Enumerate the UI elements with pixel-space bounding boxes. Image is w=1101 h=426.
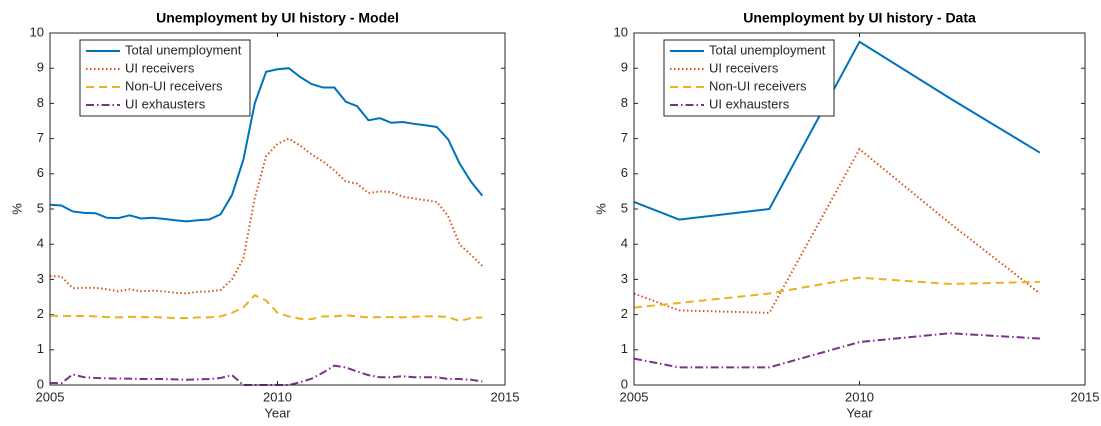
y-tick-label: 9	[621, 60, 628, 75]
legend-label: Total unemployment	[709, 42, 826, 57]
y-tick-label: 10	[614, 24, 628, 39]
legend-box	[79, 39, 251, 117]
y-tick-label: 1	[621, 341, 628, 356]
y-axis-label: %	[593, 203, 608, 215]
data-line	[633, 40, 1041, 221]
chart-title: Unemployment by UI history - Data	[743, 10, 976, 26]
y-tick-label: 2	[621, 306, 628, 321]
y-tick-label: 0	[37, 376, 44, 391]
x-tick-label: 2010	[263, 389, 292, 404]
y-tick-label: 1	[37, 341, 44, 356]
legend-label: UI exhausters	[709, 96, 790, 111]
y-tick-label: 4	[621, 236, 628, 251]
legend-box	[663, 39, 835, 117]
y-axis-label: %	[9, 203, 24, 215]
legend: Total unemployment UI receivers Non-UI rec…	[663, 39, 835, 117]
x-tick-label: 2005	[36, 389, 65, 404]
y-tick-label: 9	[37, 60, 44, 75]
x-tick-label: 2015	[1071, 389, 1100, 404]
legend-label: UI receivers	[125, 60, 195, 75]
y-tick-label: 6	[37, 165, 44, 180]
legend-label: Total unemployment	[125, 42, 242, 57]
data-line	[49, 137, 483, 295]
data-line	[49, 294, 483, 322]
axes-frame	[49, 32, 506, 386]
legend-label: Non-UI receivers	[709, 78, 807, 93]
legend-label: UI exhausters	[125, 96, 206, 111]
y-tick-label: 3	[37, 271, 44, 286]
x-tick-label: 2010	[845, 389, 874, 404]
y-tick-label: 8	[37, 95, 44, 110]
y-tick-label: 3	[621, 271, 628, 286]
x-tick-label: 2005	[620, 389, 649, 404]
data-line	[633, 147, 1041, 314]
legend: Total unemployment UI receivers Non-UI rec…	[79, 39, 251, 117]
y-tick-label: 7	[621, 130, 628, 145]
y-tick-label: 10	[30, 24, 44, 39]
y-tick-label: 8	[621, 95, 628, 110]
plot: Unemployment by UI history - Data Year% 0 1…	[593, 10, 1099, 421]
y-tick-label: 6	[621, 165, 628, 180]
legend-label: Non-UI receivers	[125, 78, 223, 93]
y-tick-label: 0	[621, 376, 628, 391]
x-axis-label: Year	[846, 405, 873, 420]
data-line	[633, 332, 1040, 369]
axes-frame	[633, 32, 1086, 386]
y-tick-label: 7	[37, 130, 44, 145]
chart-title: Unemployment by UI history - Model	[156, 10, 399, 26]
y-tick-label: 4	[37, 236, 44, 251]
y-tick-label: 5	[621, 200, 628, 215]
x-tick-label: 2015	[491, 389, 520, 404]
y-tick-label: 5	[37, 200, 44, 215]
plot: Unemployment by UI history - Model Year% 0…	[9, 10, 519, 421]
y-tick-label: 2	[37, 306, 44, 321]
legend-label: UI receivers	[709, 60, 779, 75]
x-axis-label: Year	[264, 405, 291, 420]
data-line	[49, 67, 484, 223]
